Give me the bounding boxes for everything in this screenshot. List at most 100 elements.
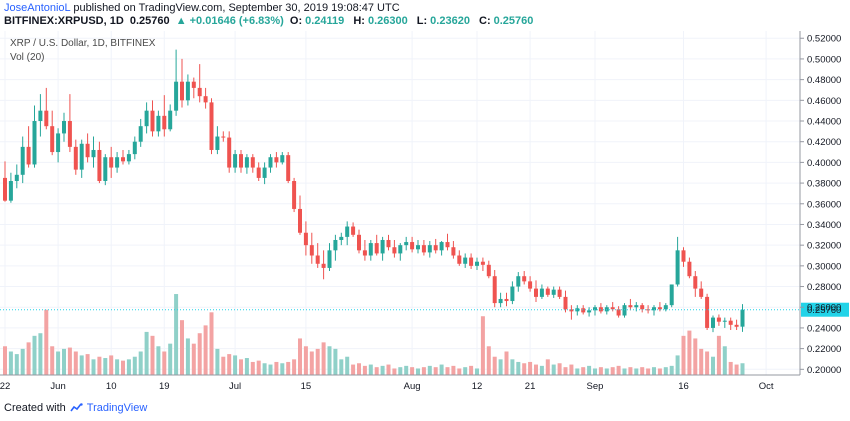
volume-bar (551, 364, 556, 375)
candle-body (274, 157, 279, 163)
candle-body (634, 305, 639, 308)
volume-bar (103, 358, 108, 375)
candle-body (227, 137, 232, 168)
candle-body (20, 146, 25, 175)
volume-bar (233, 355, 238, 375)
volume-bar (457, 368, 462, 375)
volume-bar (180, 320, 184, 375)
time-tick-label: Jul (229, 381, 241, 392)
time-tick-label: 12 (472, 381, 483, 392)
candlestick-chart[interactable]: 0.25760 0.52000 0.50000 0.48000 0.46000 0.44… (0, 31, 850, 393)
volume-bar (427, 365, 432, 375)
volume-bar (433, 367, 438, 375)
candle-body (67, 121, 72, 147)
candle-body (345, 226, 350, 237)
volume-bar (404, 365, 409, 375)
candle-body (410, 242, 415, 250)
candle-body (351, 226, 356, 235)
candle-body (663, 305, 668, 310)
price-tick-label: 0.48000 (807, 75, 841, 86)
candle-body (386, 239, 391, 248)
volume-bar (14, 354, 19, 375)
volume-bar (239, 359, 243, 375)
volume-bar (616, 365, 621, 375)
time-tick-label: 16 (678, 381, 689, 392)
volume-bar (492, 356, 497, 375)
volume-bar (581, 367, 586, 375)
candle-body (675, 250, 680, 285)
price-tick-label: 0.34000 (807, 220, 841, 231)
candle-body (244, 157, 249, 168)
current-price: 0.25760 (129, 15, 170, 27)
candle-body (581, 308, 586, 313)
ohlc-line: BITFINEX:XRPUSD, 1D 0.25760 ▲ +0.01646 (… (4, 15, 539, 29)
candle-body (475, 261, 479, 266)
candle-body (262, 167, 267, 178)
candle-body (539, 288, 544, 297)
volume-bar (498, 359, 503, 375)
candle-body (215, 136, 220, 150)
candle-body (687, 261, 692, 277)
candle-body (616, 309, 621, 316)
candle-body (463, 257, 468, 264)
price-tick-label: 0.46000 (807, 96, 841, 107)
volume-bar (693, 338, 698, 375)
candle-body (103, 157, 108, 182)
candle-body (321, 263, 326, 268)
candle-body (711, 317, 715, 328)
tradingview-link[interactable]: TradingView (86, 402, 148, 414)
candle-body (38, 110, 43, 122)
volume-bar (321, 342, 326, 375)
candle-body (622, 305, 627, 316)
time-tick-label: Sep (587, 381, 604, 392)
candle-body (97, 149, 102, 182)
tradingview-logo-icon (70, 403, 83, 412)
volume-bar (274, 361, 279, 375)
candle-body (480, 261, 485, 265)
volume-bar (156, 346, 161, 375)
candle-body (168, 110, 173, 130)
candle-body (593, 307, 597, 311)
candle-body (362, 250, 367, 256)
candle-body (380, 239, 385, 254)
volume-bar (26, 342, 31, 375)
candle-body (109, 157, 114, 168)
price-tick-label: 0.52000 (807, 34, 841, 45)
candle-body (469, 257, 474, 266)
candle-body (492, 276, 497, 304)
candle-body (115, 157, 120, 168)
price-tick-label: 0.50000 (807, 54, 841, 65)
candle-body (121, 157, 125, 162)
volume-bars (3, 294, 745, 375)
candle-body (286, 155, 291, 182)
candle-body (73, 146, 78, 170)
candle-body (628, 305, 633, 308)
candle-body (250, 157, 255, 168)
chart-area[interactable]: 0.25760 0.52000 0.50000 0.48000 0.46000 0.44… (0, 31, 850, 393)
candle-body (85, 143, 90, 158)
close-value: 0.25760 (493, 15, 534, 27)
candle-body (132, 141, 137, 155)
volume-bar (91, 359, 96, 375)
volume-bar (610, 367, 615, 375)
author-link[interactable]: JoseAntonioL (4, 2, 71, 14)
candle-body (498, 298, 503, 304)
candle-body (26, 146, 31, 165)
candle-body (62, 121, 66, 134)
volume-bar (50, 346, 55, 375)
candle-body (44, 110, 49, 127)
candle-body (563, 296, 568, 310)
grid-lines (0, 31, 800, 375)
volume-bar (687, 330, 692, 375)
volume-bar (740, 363, 745, 375)
price-tick-label: 0.22000 (807, 344, 841, 355)
volume-bar (339, 359, 344, 375)
candle-body (728, 320, 733, 325)
candle-body (174, 81, 179, 111)
candle-body (374, 243, 379, 254)
volume-bar (262, 363, 267, 375)
volume-bar (298, 338, 302, 375)
volume-bar (510, 359, 515, 375)
time-tick-label: 10 (106, 381, 117, 392)
price-tick-label: 0.28000 (807, 282, 841, 293)
